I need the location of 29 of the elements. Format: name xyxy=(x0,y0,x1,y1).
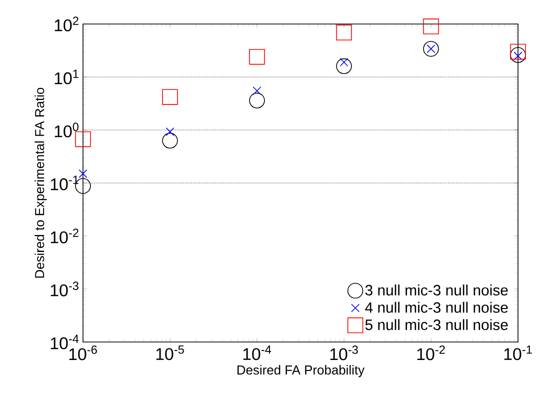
point xyxy=(423,40,439,57)
point xyxy=(510,44,526,60)
y-tick-label: 10$^{-1}$ xyxy=(50,176,78,190)
point xyxy=(162,89,178,105)
legend-label: 3 null mic-3 null noise xyxy=(365,284,508,296)
x-axis-title: Desired FA Probability xyxy=(237,365,365,378)
point xyxy=(336,58,352,74)
y-tick-label: 10$^{-2}$ xyxy=(50,228,78,244)
point xyxy=(75,131,91,148)
y-tick-label: 10$^{2}$ xyxy=(54,16,78,32)
y-tick-label: 10$^{1}$ xyxy=(54,70,78,84)
y-tick-label: 10$^{0}$ xyxy=(54,122,79,138)
x-tick-label: 10$^{-2}$ xyxy=(417,346,445,360)
y-axis-title: Desired to Experimental FA Ratio xyxy=(34,88,47,278)
legend-label: 5 null mic-3 null noise xyxy=(365,319,508,330)
point xyxy=(162,132,178,149)
point xyxy=(252,86,262,96)
x-tick-label: 10$^{-4}$ xyxy=(243,346,272,360)
legend-label: 4 null mic-3 null noise xyxy=(365,302,508,313)
x-tick-label: 10$^{-5}$ xyxy=(156,346,184,360)
point xyxy=(166,127,174,136)
y-tick-label: 10$^{-3}$ xyxy=(50,282,78,296)
x-tick-label: 10$^{-1}$ xyxy=(504,346,532,360)
point xyxy=(423,18,439,34)
point xyxy=(336,24,352,40)
point xyxy=(249,48,265,65)
point xyxy=(249,92,265,108)
x-tick-label: 10$^{-3}$ xyxy=(330,346,358,360)
point xyxy=(78,169,88,178)
